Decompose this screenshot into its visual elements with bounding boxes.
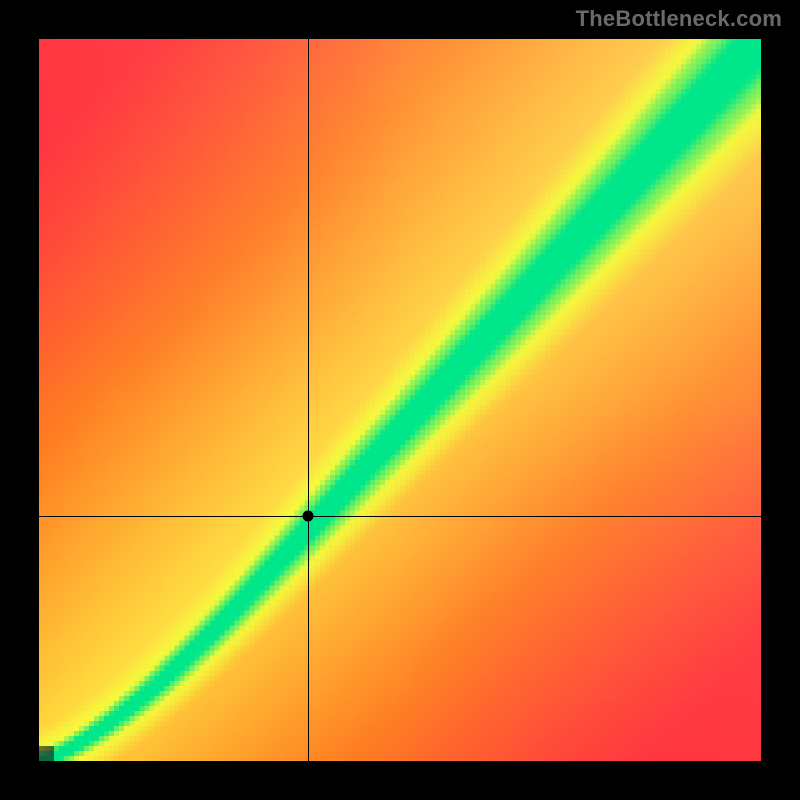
plot-area: [39, 39, 761, 761]
chart-frame: TheBottleneck.com: [0, 0, 800, 800]
attribution-text: TheBottleneck.com: [576, 6, 782, 32]
heatmap-canvas: [39, 39, 761, 761]
